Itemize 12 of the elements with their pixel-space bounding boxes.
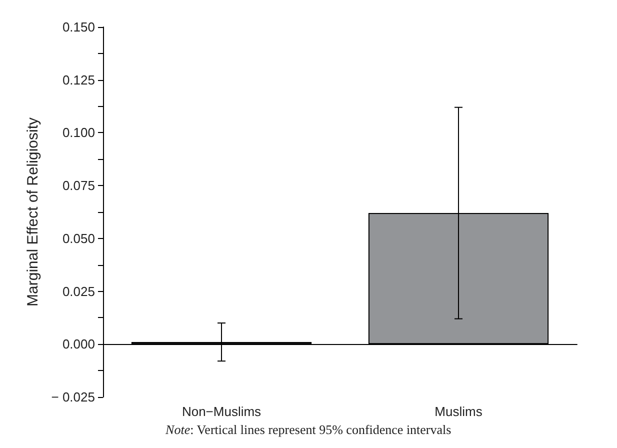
text: Note: Vertical lines represent 95% confidence intervals (164, 422, 452, 437)
y-axis-title: Marginal Effect of Religiosity (24, 117, 42, 306)
y-tick-label: 0.150 (62, 20, 95, 34)
y-tick-label: 0.075 (62, 178, 95, 194)
x-tick-label: Non−Muslims (182, 404, 262, 419)
y-tick-label: 0.125 (62, 72, 95, 88)
y-tick-label: − 0.025 (51, 390, 95, 404)
y-tick-label: 0.000 (62, 336, 95, 352)
y-tick-label: 0.100 (62, 125, 95, 140)
y-tick-label: 0.025 (62, 284, 95, 299)
y-tick-label: 0.050 (62, 230, 95, 246)
x-tick-label: Muslims (434, 404, 483, 419)
